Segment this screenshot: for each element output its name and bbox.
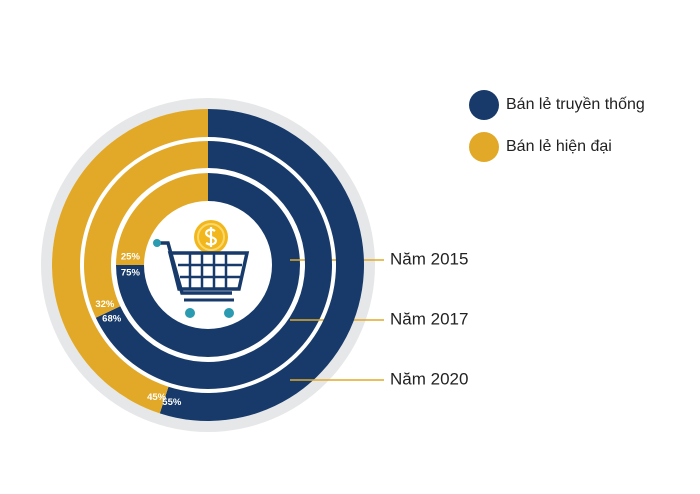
- value-label: 25%: [121, 252, 141, 263]
- value-label: 45%: [147, 392, 167, 403]
- value-label: 55%: [162, 397, 182, 408]
- rings: 75% 25% Năm 2015 68% 32% Năm 2017 55%45% Năm 20…: [51, 109, 468, 421]
- ring-label: Năm 2015: [390, 249, 468, 268]
- value-label: 75%: [121, 268, 141, 279]
- ring-segment: [51, 109, 208, 414]
- legend: Bán lẻ truyền thống Bán lẻ hiện đại: [469, 90, 645, 162]
- legend-swatch: [469, 90, 499, 120]
- ring-label: Năm 2020: [390, 369, 468, 388]
- legend-label: Bán lẻ truyền thống: [506, 96, 645, 113]
- ring-segment: [116, 173, 208, 265]
- ring-segment: [83, 141, 208, 318]
- legend-label: Bán lẻ hiện đại: [506, 138, 612, 155]
- value-label: 32%: [95, 299, 115, 310]
- cart-icon: [153, 220, 250, 318]
- ring-segment: [159, 109, 365, 421]
- legend-swatch: [469, 132, 499, 162]
- ring-segment: [116, 173, 300, 357]
- ring-label: Năm 2017: [390, 309, 468, 328]
- value-label: 68%: [102, 314, 122, 325]
